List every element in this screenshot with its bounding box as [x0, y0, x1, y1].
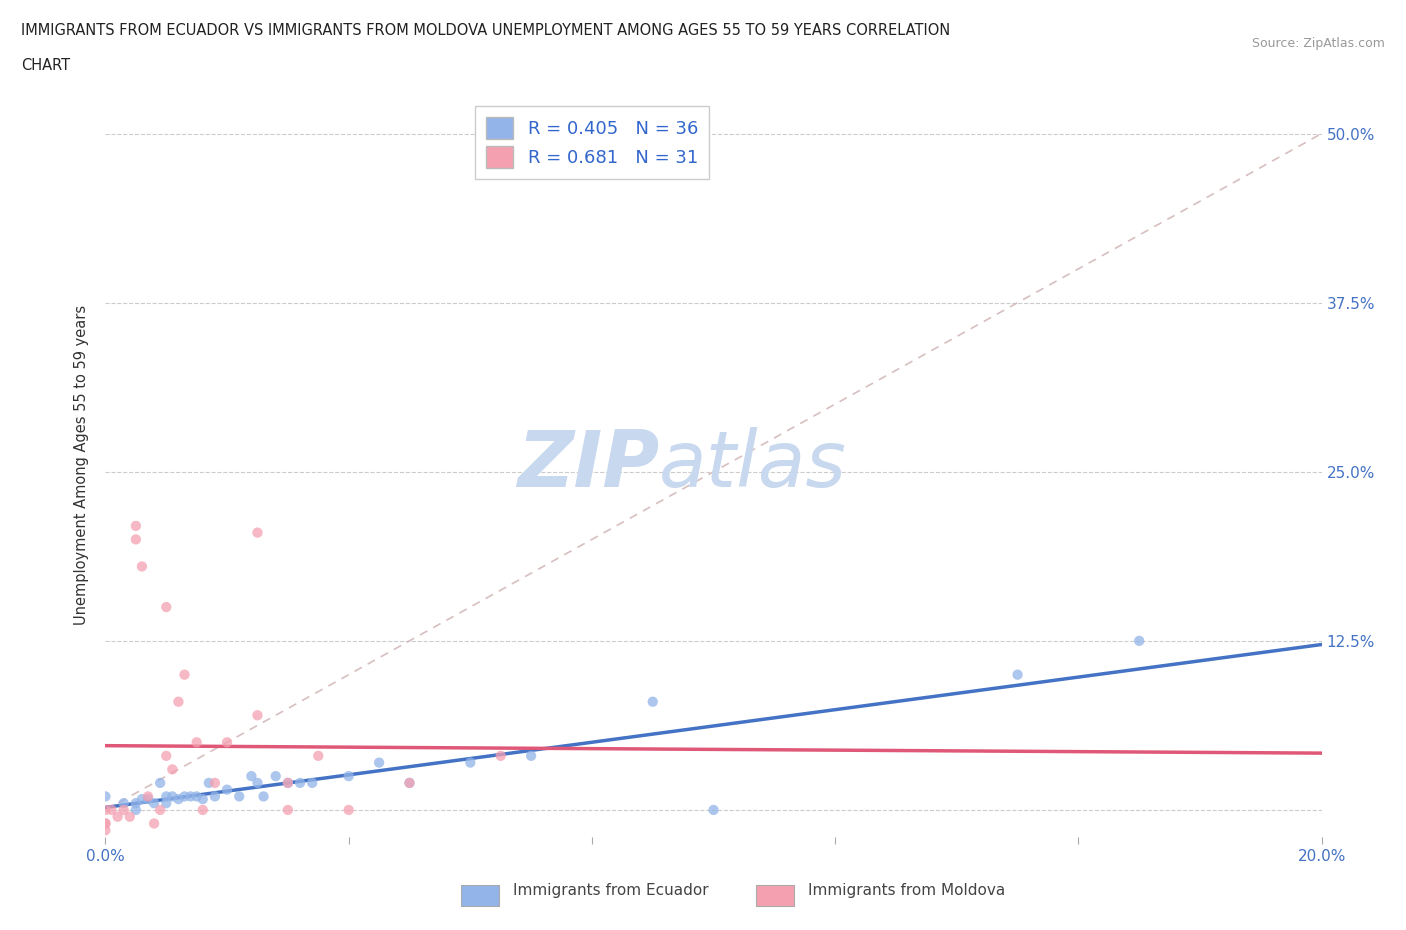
Point: [149, 803, 172, 817]
Text: Immigrants from Moldova: Immigrants from Moldova: [808, 883, 1005, 897]
Point: [94, 816, 117, 830]
Point: [398, 776, 420, 790]
Point: [337, 803, 360, 817]
Point: [173, 667, 195, 682]
Point: [131, 791, 153, 806]
Point: [240, 769, 263, 784]
Point: [155, 789, 177, 804]
Point: [489, 749, 512, 764]
Point: [520, 749, 543, 764]
Point: [641, 695, 664, 710]
Point: [458, 755, 481, 770]
Point: [1128, 633, 1150, 648]
Point: [702, 803, 725, 817]
Point: [112, 796, 135, 811]
Text: CHART: CHART: [21, 58, 70, 73]
Point: [167, 791, 190, 806]
Point: [307, 749, 329, 764]
Point: [277, 776, 299, 790]
Point: [125, 796, 148, 811]
Point: [186, 789, 208, 804]
Legend: R = 0.405   N = 36, R = 0.681   N = 31: R = 0.405 N = 36, R = 0.681 N = 31: [475, 106, 709, 179]
Point: [277, 803, 299, 817]
Point: [180, 789, 202, 804]
Point: [264, 769, 287, 784]
Point: [186, 735, 208, 750]
Point: [167, 695, 190, 710]
Text: IMMIGRANTS FROM ECUADOR VS IMMIGRANTS FROM MOLDOVA UNEMPLOYMENT AMONG AGES 55 TO: IMMIGRANTS FROM ECUADOR VS IMMIGRANTS FR…: [21, 23, 950, 38]
Point: [252, 789, 274, 804]
Point: [198, 776, 221, 790]
Text: Immigrants from Ecuador: Immigrants from Ecuador: [513, 883, 709, 897]
Point: [301, 776, 323, 790]
Point: [204, 776, 226, 790]
Point: [149, 776, 172, 790]
Point: [143, 796, 166, 811]
Point: [288, 776, 311, 790]
Point: [277, 776, 299, 790]
Point: [125, 803, 148, 817]
Point: [217, 735, 239, 750]
Point: [112, 803, 135, 817]
Point: [131, 559, 153, 574]
Point: [136, 789, 159, 804]
Point: [136, 791, 159, 806]
Point: [191, 803, 214, 817]
Text: ZIP: ZIP: [516, 427, 659, 503]
Point: [125, 518, 148, 533]
Point: [118, 809, 141, 824]
Point: [94, 789, 117, 804]
Point: [398, 776, 420, 790]
Point: [191, 791, 214, 806]
Point: [217, 782, 239, 797]
Point: [173, 789, 195, 804]
Point: [125, 532, 148, 547]
Point: [107, 809, 129, 824]
Point: [155, 749, 177, 764]
Point: [162, 762, 184, 777]
Point: [246, 525, 269, 540]
Point: [94, 803, 117, 817]
Text: Source: ZipAtlas.com: Source: ZipAtlas.com: [1251, 37, 1385, 50]
Point: [337, 769, 360, 784]
Point: [94, 823, 117, 838]
Point: [228, 789, 250, 804]
Text: atlas: atlas: [659, 427, 846, 503]
Point: [94, 816, 117, 830]
Point: [246, 776, 269, 790]
Y-axis label: Unemployment Among Ages 55 to 59 years: Unemployment Among Ages 55 to 59 years: [75, 305, 90, 625]
Point: [204, 789, 226, 804]
Point: [155, 600, 177, 615]
Point: [100, 803, 122, 817]
Point: [155, 796, 177, 811]
Point: [368, 755, 391, 770]
Point: [1007, 667, 1029, 682]
Point: [143, 816, 166, 830]
Point: [162, 789, 184, 804]
Point: [246, 708, 269, 723]
